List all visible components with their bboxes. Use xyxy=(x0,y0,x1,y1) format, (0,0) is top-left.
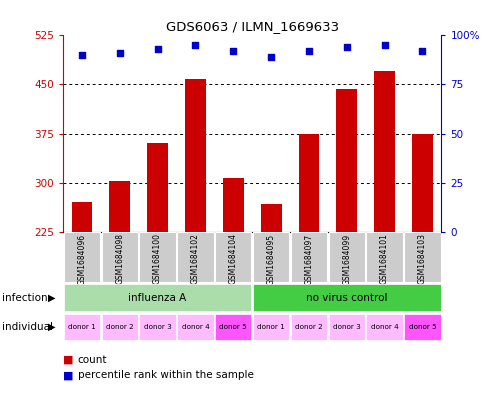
Text: GSM1684099: GSM1684099 xyxy=(342,233,350,285)
Bar xyxy=(215,314,251,340)
Text: GSM1684102: GSM1684102 xyxy=(191,233,199,284)
Text: GSM1684097: GSM1684097 xyxy=(304,233,313,285)
Bar xyxy=(366,232,402,283)
Point xyxy=(380,42,388,48)
Text: ▶: ▶ xyxy=(48,293,56,303)
Bar xyxy=(139,232,175,283)
Text: donor 5: donor 5 xyxy=(219,324,247,330)
Bar xyxy=(328,314,364,340)
Text: GSM1684100: GSM1684100 xyxy=(153,233,162,285)
Text: influenza A: influenza A xyxy=(128,293,186,303)
Bar xyxy=(366,314,402,340)
Text: donor 5: donor 5 xyxy=(408,324,436,330)
Point xyxy=(191,42,199,48)
Text: count: count xyxy=(77,354,107,365)
Bar xyxy=(177,232,213,283)
Text: ▶: ▶ xyxy=(48,322,56,332)
Bar xyxy=(185,79,205,232)
Text: ■: ■ xyxy=(63,354,74,365)
Text: percentile rank within the sample: percentile rank within the sample xyxy=(77,370,253,380)
Bar xyxy=(328,232,364,283)
Bar xyxy=(102,314,137,340)
Point xyxy=(229,48,237,54)
Bar xyxy=(253,232,288,283)
Text: GSM1684098: GSM1684098 xyxy=(115,233,124,285)
Text: donor 4: donor 4 xyxy=(181,324,209,330)
Text: GSM1684104: GSM1684104 xyxy=(228,233,237,285)
Bar xyxy=(260,204,281,232)
Text: donor 2: donor 2 xyxy=(294,324,322,330)
Point xyxy=(153,46,161,52)
Text: no virus control: no virus control xyxy=(305,293,387,303)
Text: GSM1684096: GSM1684096 xyxy=(77,233,86,285)
Text: donor 3: donor 3 xyxy=(143,324,171,330)
Text: GSM1684103: GSM1684103 xyxy=(417,233,426,285)
Bar xyxy=(374,72,394,232)
Title: GDS6063 / ILMN_1669633: GDS6063 / ILMN_1669633 xyxy=(166,20,338,33)
Bar xyxy=(139,314,175,340)
Bar xyxy=(336,89,356,232)
Bar xyxy=(72,202,92,232)
Bar xyxy=(223,178,243,232)
Bar xyxy=(290,232,326,283)
Point xyxy=(342,44,350,50)
Bar xyxy=(404,232,439,283)
Bar xyxy=(109,182,130,232)
Bar xyxy=(64,314,100,340)
Bar xyxy=(298,134,318,232)
Point xyxy=(418,48,425,54)
Text: ■: ■ xyxy=(63,370,74,380)
Text: GSM1684095: GSM1684095 xyxy=(266,233,275,285)
Point xyxy=(78,52,86,58)
Text: infection: infection xyxy=(2,293,48,303)
Text: individual: individual xyxy=(2,322,53,332)
Bar xyxy=(64,232,100,283)
Bar xyxy=(404,314,439,340)
Text: donor 1: donor 1 xyxy=(257,324,285,330)
Text: GSM1684101: GSM1684101 xyxy=(379,233,388,284)
Bar xyxy=(253,314,288,340)
Bar xyxy=(411,134,432,232)
Point xyxy=(304,48,312,54)
Bar xyxy=(253,285,439,311)
Text: donor 4: donor 4 xyxy=(370,324,398,330)
Bar xyxy=(147,143,167,232)
Bar xyxy=(290,314,326,340)
Text: donor 2: donor 2 xyxy=(106,324,134,330)
Point xyxy=(267,54,274,60)
Bar xyxy=(215,232,251,283)
Bar xyxy=(177,314,213,340)
Text: donor 3: donor 3 xyxy=(332,324,360,330)
Point xyxy=(116,50,123,56)
Bar xyxy=(102,232,137,283)
Text: donor 1: donor 1 xyxy=(68,324,96,330)
Bar xyxy=(64,285,251,311)
